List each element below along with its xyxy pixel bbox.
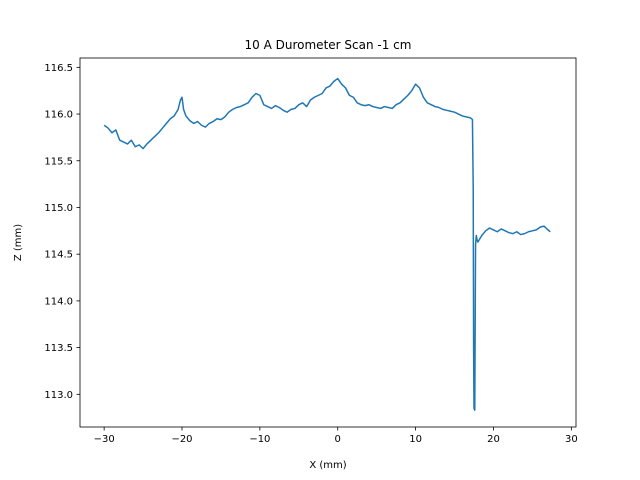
y-tick-label: 115.0 [44,203,73,214]
x-tick-label: −30 [94,434,115,445]
x-tick-label: 10 [409,434,422,445]
x-tick-label: −10 [249,434,270,445]
y-tick-label: 116.5 [44,63,73,74]
y-tick-label: 115.5 [44,156,73,167]
y-tick-label: 113.0 [44,390,73,401]
x-tick-label: 0 [335,434,341,445]
x-tick-label: 20 [487,434,500,445]
y-axis-label: Z (mm) [13,224,24,261]
chart-title: 10 A Durometer Scan -1 cm [245,38,412,52]
y-tick-label: 116.0 [44,110,73,121]
x-tick-label: 30 [565,434,578,445]
y-axis-ticks: 113.0 113.5 114.0 114.5 115.0 115.5 116.0 116.5 [44,63,80,401]
y-tick-label: 113.5 [44,343,73,354]
plot-frame [79,57,577,428]
y-tick-label: 114.0 [44,296,73,307]
y-tick-label: 114.5 [44,250,73,261]
x-axis-ticks: −30 −20 −10 0 10 20 30 [94,427,578,445]
x-axis-label: X (mm) [309,460,346,471]
series-line-scan [103,77,551,411]
x-tick-label: −20 [171,434,192,445]
